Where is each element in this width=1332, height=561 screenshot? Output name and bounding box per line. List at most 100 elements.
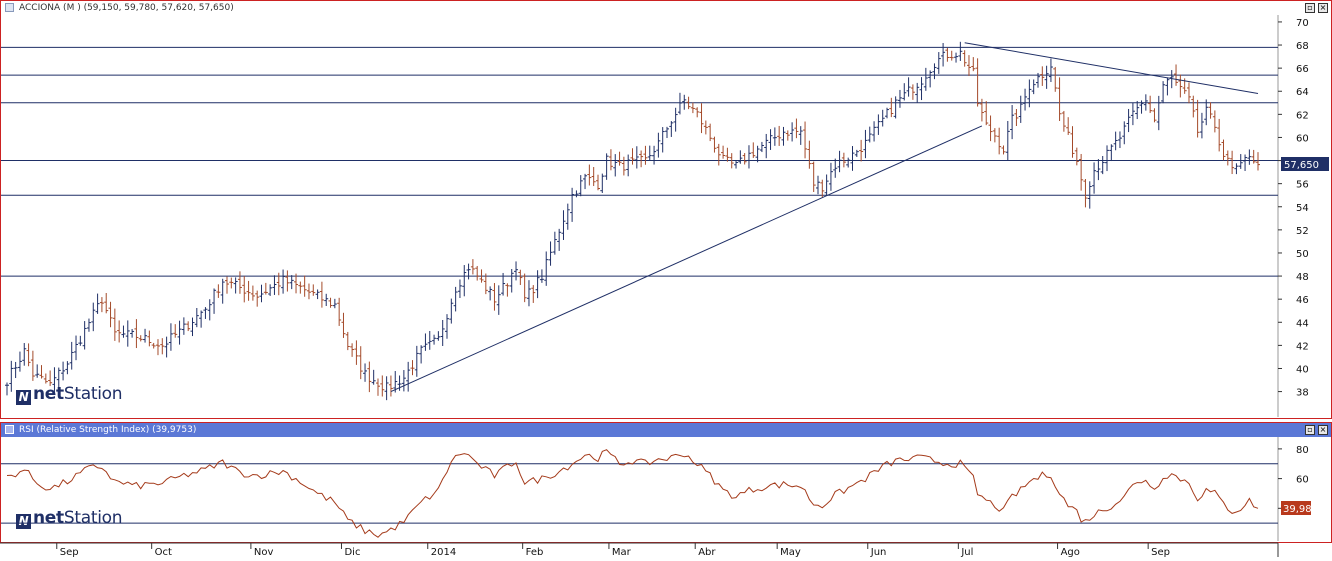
ohlc-bar [1221,139,1226,161]
ohlc-bar [1109,144,1114,162]
ohlc-bar [958,41,963,61]
ohlc-bar [35,364,40,378]
ohlc-bar [1169,70,1174,89]
ohlc-bar [755,145,760,163]
ohlc-bar [1139,100,1144,114]
ohlc-bar [1079,153,1084,191]
ohlc-bar [130,328,135,338]
ohlc-bar [798,126,803,145]
ohlc-bar [583,173,588,190]
ohlc-bar [738,150,743,164]
ohlc-bar [406,361,411,392]
ohlc-bar [1212,110,1217,133]
ohlc-bar [997,127,1002,155]
price-panel: ACCIONA (M ) (59,150, 59,780, 57,620, 57… [0,0,1332,419]
ohlc-bar [315,289,320,300]
ohlc-bar [850,146,855,171]
ohlc-bar [889,97,894,118]
ohlc-bar [263,282,268,295]
ohlc-bar [1256,152,1260,171]
ohlc-bar [388,375,393,397]
time-tick-label: Feb [526,547,544,558]
ohlc-bar [1148,95,1153,114]
ohlc-bar [48,370,53,387]
ohlc-bar [846,157,851,168]
ohlc-bar [837,150,842,173]
ohlc-bar [350,343,355,357]
ohlc-bar [570,187,575,222]
netstation-mark-icon: N [16,390,31,405]
ohlc-bar [811,161,816,192]
price-tick-label: 60 [1296,133,1309,144]
rsi-last-value: 39,98 [1283,504,1312,515]
ohlc-bar [164,336,169,358]
ohlc-bar [427,330,432,350]
price-tick-label: 42 [1296,341,1309,352]
rsi-tick-label: 60 [1296,475,1309,486]
ohlc-bar [143,328,148,343]
close-icon[interactable]: × [1318,3,1328,13]
ohlc-bar [759,141,764,153]
ohlc-bar [440,319,445,346]
ohlc-bar [56,367,61,388]
ohlc-bar [233,277,238,294]
ohlc-bar [43,373,48,384]
ohlc-bar [341,312,346,338]
time-tick-label: Jun [870,547,887,558]
ohlc-bar [39,365,44,379]
ohlc-bar [669,121,674,137]
ohlc-bar [721,145,726,159]
ohlc-bar [177,320,182,345]
ohlc-bar [751,142,756,158]
ohlc-bar [535,270,540,299]
ohlc-bar [608,149,613,171]
ohlc-bar [380,375,385,397]
ohlc-bar [630,148,635,165]
ohlc-bar [1010,105,1015,140]
price-tick-label: 62 [1296,110,1309,121]
ohlc-bar [746,145,751,169]
minimize-icon[interactable]: ▫ [1305,425,1315,435]
ohlc-bar [17,351,22,372]
ohlc-bar [410,360,415,376]
ohlc-bar [833,158,838,178]
ohlc-bar [1005,120,1010,161]
ohlc-bar [225,276,230,294]
rsi-panel-titlebar[interactable]: RSI (Relative Strength Index) (39,9753) … [1,423,1331,437]
ohlc-bar [289,275,294,290]
ohlc-bar [742,153,747,165]
time-tick-label: Jul [960,547,973,558]
ohlc-bar [108,301,113,328]
price-panel-titlebar[interactable]: ACCIONA (M ) (59,150, 59,780, 57,620, 57… [1,1,1331,15]
ohlc-bar [306,283,311,300]
ohlc-bar [552,231,557,255]
time-tick-label: Oct [155,547,172,558]
ohlc-bar [1044,65,1049,89]
ohlc-bar [86,318,91,332]
ohlc-bar [1092,162,1097,194]
ohlc-bar [1074,147,1079,166]
ohlc-bar [294,273,299,294]
price-tick-label: 68 [1296,41,1309,52]
ohlc-bar [872,121,877,142]
ohlc-bar [703,120,708,135]
minimize-icon[interactable]: ▫ [1305,3,1315,13]
ohlc-bar [975,58,980,107]
ohlc-bar [1165,77,1170,96]
ohlc-bar [104,293,109,314]
ohlc-bar [220,278,225,304]
close-icon[interactable]: × [1318,425,1328,435]
ohlc-bar [1251,149,1256,164]
ohlc-bar [1126,108,1131,133]
ohlc-bar [979,98,984,122]
rsi-series-line [6,449,1259,538]
ohlc-bar [91,302,96,332]
ohlc-bar [734,160,739,169]
ohlc-bar [915,82,920,103]
ohlc-bar [1208,102,1213,119]
ohlc-bar [22,343,27,366]
ohlc-bar [1243,154,1248,172]
ohlc-bar [1156,95,1161,131]
